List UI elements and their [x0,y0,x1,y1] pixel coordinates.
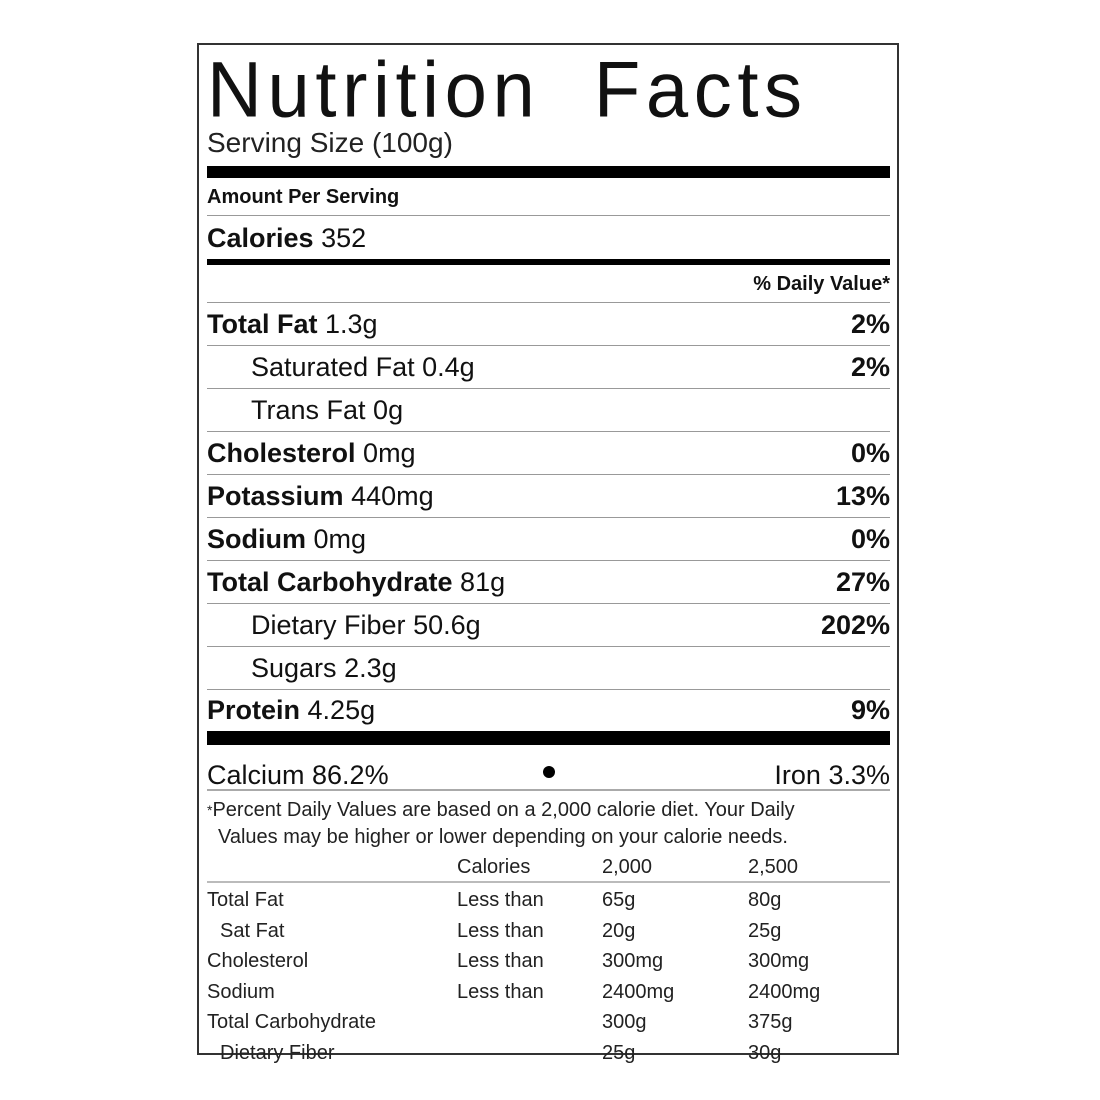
table-cell [207,855,457,881]
nutrition-facts-label: Nutrition Facts Serving Size (100g) Amou… [197,43,899,1064]
reference-table-row: Sodium Less than 2400mg 2400mg [207,977,890,1008]
bullet-separator [543,766,555,778]
nutrient-daily-value: 0% [850,437,890,468]
reference-table-row: Sat Fat Less than 20g 25g [207,916,890,947]
reference-table-header: Calories 2,000 2,500 [207,855,890,883]
label-title: Nutrition Facts [207,45,808,135]
calcium: Calcium 86.2% [207,760,389,790]
nutrient-row: Protein 4.25g 9% [207,690,890,731]
nutrient-row: Cholesterol 0mg 0% [207,432,890,475]
table-cell [457,1038,602,1069]
nutrient-amount: 81g [460,566,506,597]
nutrient-daily-value: 9% [850,695,890,725]
footnote-line: Values may be higher or lower depending … [218,826,788,848]
nutrient-daily-value: 0% [850,523,890,554]
table-cell: 30g [748,1041,782,1064]
nutrient-amount: 4.25g [307,695,376,725]
nutrient-amount: 440mg [351,480,434,511]
nutrient-name: Saturated Fat 0.4g [251,351,475,382]
table-cell: Less than [457,919,544,942]
table-cell: Sodium [207,980,275,1003]
nutrient-name: Sodium 0mg [207,523,367,554]
reference-table-row: Cholesterol Less than 300mg 300mg [207,946,890,977]
amount-per-serving: Amount Per Serving [207,178,890,216]
nutrient-daily-value: 13% [835,480,890,511]
thick-divider [207,166,890,178]
table-cell: 2400mg [748,980,821,1003]
table-cell: Sat Fat [220,919,285,942]
reference-table-row: Dietary Fiber 25g 30g [207,1038,890,1069]
serving-size: Serving Size (100g) [207,127,453,158]
nutrient-name: Total Fat 1.3g [207,308,378,339]
table-cell: 300g [602,1011,647,1033]
nutrient-row: Total Carbohydrate 81g 27% [207,561,890,604]
table-cell: 25g [748,919,782,942]
calories-row: Calories 352 [207,216,890,259]
thick-divider [207,731,890,745]
footnote: *Percent Daily Values are based on a 2,0… [207,797,890,851]
table-cell: Less than [457,950,544,972]
nutrient-name: Sugars 2.3g [251,652,397,683]
calories-label: Calories [207,223,314,253]
calories-value: 352 [321,223,367,253]
daily-value-header: % Daily Value* [207,265,890,303]
nutrient-name: Cholesterol 0mg [207,437,416,468]
nutrient-name: Protein 4.25g [207,695,376,725]
table-cell: Calories [457,856,531,878]
table-cell: Total Carbohydrate [207,1011,376,1033]
nutrient-name: Total Carbohydrate 81g [207,566,506,597]
reference-table-row: Total Fat Less than 65g 80g [207,885,890,916]
table-cell: 25g [602,1041,636,1064]
nutrient-name: Potassium 440mg [207,480,434,511]
table-cell: 300mg [748,950,810,972]
table-cell: Cholesterol [207,950,309,972]
nutrient-daily-value: 27% [835,566,890,597]
nutrient-row: Sodium 0mg 0% [207,518,890,561]
nutrient-daily-value: 2% [850,351,890,382]
nutrient-daily-value: 2% [850,308,890,339]
nutrient-amount: 50.6g [413,609,481,640]
reference-table-row: Total Carbohydrate 300g 375g [207,1007,890,1038]
nutrient-list: Total Fat 1.3g 2% Saturated Fat 0.4g 2% Tran… [207,303,890,731]
table-cell: 300mg [602,950,664,972]
nutrient-row: Total Fat 1.3g 2% [207,303,890,346]
table-cell: 2,500 [748,856,799,878]
nutrient-row: Sugars 2.3g [207,647,890,690]
table-cell: Total Fat [207,889,284,911]
nutrient-daily-value: 202% [820,609,890,640]
table-cell: 375g [748,1011,793,1033]
table-cell: Less than [457,980,544,1003]
table-cell: 20g [602,919,636,942]
table-cell: 2,000 [602,856,653,878]
nutrient-row: Trans Fat 0g [207,389,890,432]
vitamins-row: Calcium 86.2% Iron 3.3% [207,745,890,791]
nutrient-row: Saturated Fat 0.4g 2% [207,346,890,389]
nutrient-amount: 2.3g [344,652,397,683]
table-cell: 2400mg [602,980,675,1003]
table-cell: 80g [748,889,782,911]
footnote-line: Percent Daily Values are based on a 2,00… [212,799,795,821]
nutrient-name: Dietary Fiber 50.6g [251,609,481,640]
nutrient-row: Potassium 440mg 13% [207,475,890,518]
nutrient-amount: 1.3g [325,308,378,339]
nutrient-amount: 0mg [363,437,416,468]
footnote-star: * [207,802,213,818]
table-cell: Less than [457,889,544,911]
table-cell: Dietary Fiber [220,1041,335,1064]
nutrient-amount: 0g [373,394,404,425]
reference-table: Calories 2,000 2,500 Total Fat Less than 65g 8… [207,855,890,1068]
iron: Iron 3.3% [774,760,890,790]
table-cell [457,1007,602,1038]
nutrient-name: Trans Fat 0g [251,394,404,425]
nutrient-amount: 0.4g [422,351,475,382]
table-cell: 65g [602,889,636,911]
medium-divider [207,259,890,265]
nutrient-row: Dietary Fiber 50.6g 202% [207,604,890,647]
nutrient-amount: 0mg [313,523,367,554]
